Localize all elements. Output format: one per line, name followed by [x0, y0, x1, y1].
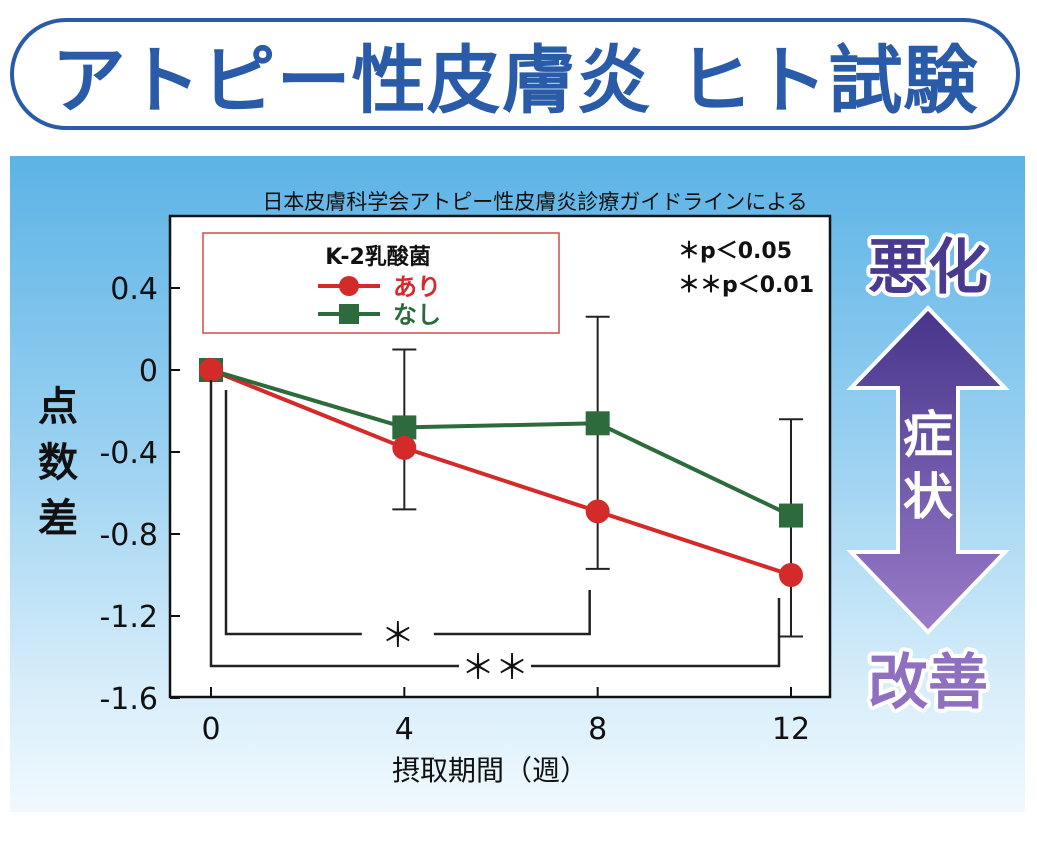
bracket-label: ＊＊	[461, 648, 529, 688]
side-label-worse: 悪化	[868, 233, 988, 303]
legend-marker-circle	[339, 276, 359, 296]
page-title: アトピー性皮膚炎 ヒト試験	[51, 37, 979, 124]
y-tick-label: -0.8	[99, 518, 158, 553]
x-tick-label: 8	[588, 712, 607, 747]
x-tick-label: 0	[201, 712, 220, 747]
x-axis-label: 摂取期間（週）	[392, 754, 588, 787]
chart-note: 日本皮膚科学会アトピー性皮膚炎診療ガイドラインによる	[262, 190, 807, 214]
bracket-label-bg	[459, 650, 531, 682]
double-arrow-icon	[846, 305, 1010, 635]
legend-label: あり	[393, 273, 441, 301]
y-tick-label: -1.2	[99, 600, 158, 635]
y-axis-label: 点数差	[38, 384, 78, 542]
x-tick-label: 12	[772, 712, 810, 747]
data-point-nashi	[585, 411, 610, 436]
series-line-1	[210, 368, 792, 518]
data-point-nashi	[392, 415, 417, 440]
y-tick-label: 0.4	[110, 272, 158, 307]
bracket-label: ＊	[381, 616, 415, 656]
y-tick-label: -1.6	[99, 682, 158, 717]
legend-label: なし	[393, 301, 441, 329]
legend-title: K-2乳酸菌	[325, 244, 431, 270]
data-point-ari	[392, 435, 417, 460]
y-tick-label: -0.4	[99, 436, 158, 471]
title-banner: アトピー性皮膚炎 ヒト試験	[10, 18, 1020, 130]
data-point-ari	[585, 499, 610, 524]
side-label-symptoms: 症状	[903, 406, 954, 526]
data-point-ari	[779, 563, 803, 587]
legend-box	[202, 232, 560, 334]
y-tick-label: 0	[139, 354, 158, 389]
data-point-nashi	[779, 503, 803, 528]
bracket-label-bg	[361, 618, 434, 650]
legend-marker-square	[339, 304, 359, 324]
side-label-improve: 改善	[868, 648, 988, 718]
x-tick-label: 4	[395, 712, 414, 747]
significance-note: ＊＊p＜0.01	[678, 273, 814, 298]
significance-note: ＊p＜0.05	[678, 239, 792, 264]
series-line-0	[210, 368, 792, 577]
data-point-ari	[199, 358, 223, 382]
